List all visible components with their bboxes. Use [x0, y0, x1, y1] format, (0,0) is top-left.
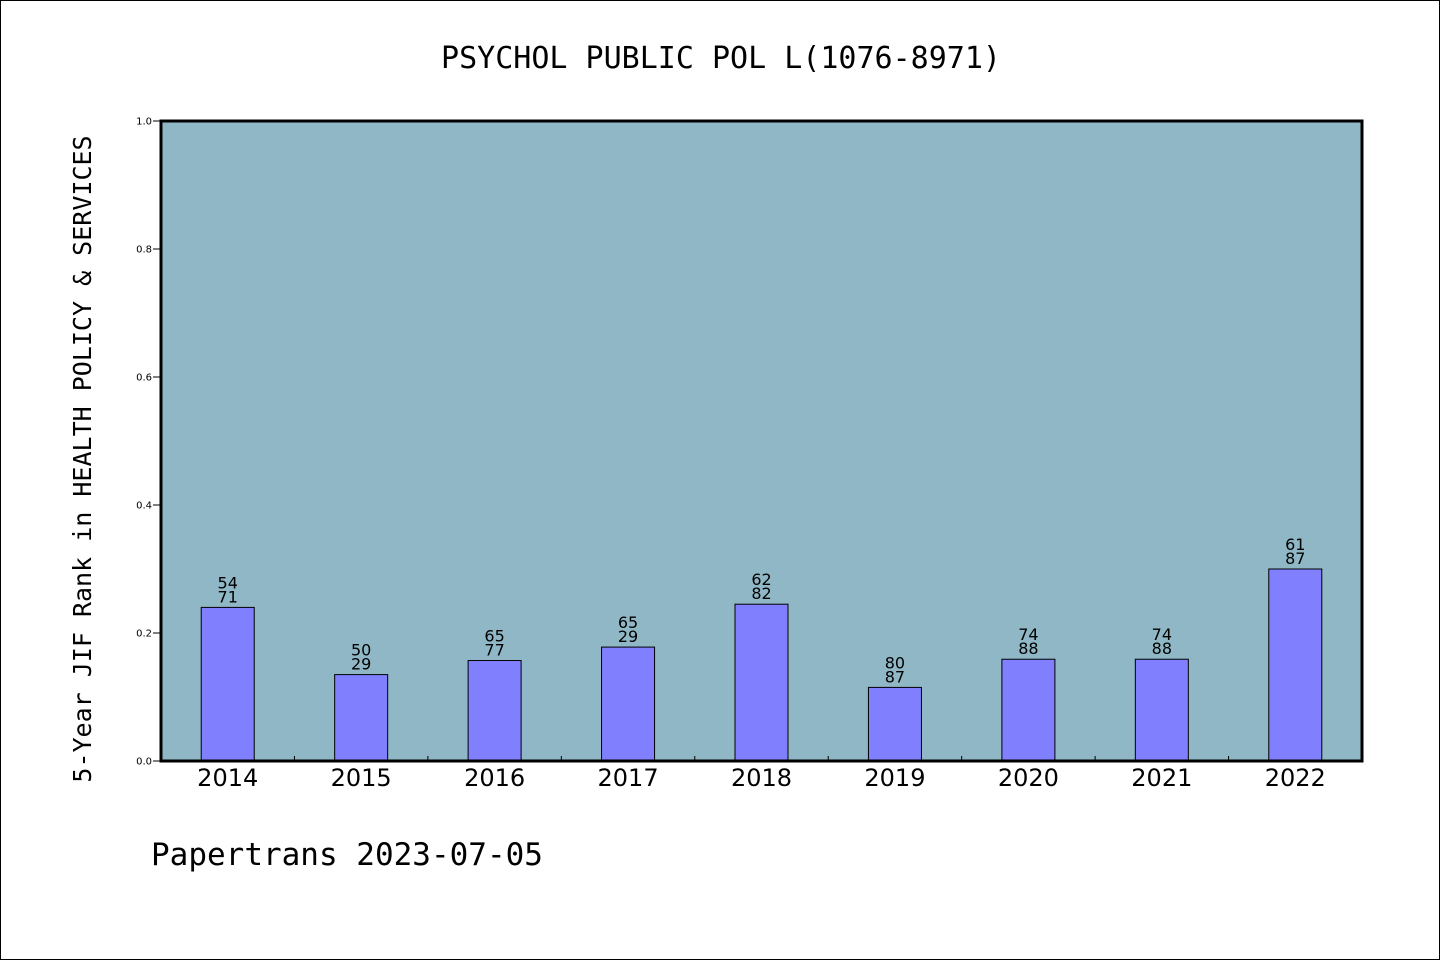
bar-2019 — [867, 686, 922, 762]
bar-label-top: 65 — [484, 627, 504, 646]
bar-label-top: 74 — [1152, 625, 1172, 644]
footer-credit: Papertrans 2023-07-05 — [151, 837, 543, 873]
x-tick-label: 2021 — [1131, 764, 1192, 792]
y-axis-ticks: 0.0 0.2 0.4 0.6 0.8 1.0 — [136, 117, 161, 768]
bar-2015 — [334, 674, 389, 762]
x-tick-label: 2015 — [331, 764, 392, 792]
chart-title: PSYCHOL PUBLIC POL L(1076-8971) — [441, 41, 1001, 76]
bar-label-top: 65 — [618, 613, 638, 632]
bar-label-bottom: 87 — [1285, 549, 1305, 568]
bar-2014 — [200, 606, 255, 762]
bar-label-bottom: 71 — [218, 587, 238, 606]
bar-2022 — [1268, 568, 1323, 762]
bar-label-top: 62 — [751, 570, 771, 589]
x-tick-label: 2016 — [464, 764, 525, 792]
bar-2017 — [601, 646, 656, 762]
bar-2021 — [1134, 658, 1189, 762]
bar-label-top: 74 — [1018, 625, 1038, 644]
x-tick-label: 2022 — [1265, 764, 1326, 792]
x-tick-label: 2019 — [864, 764, 925, 792]
bar-label-bottom: 82 — [751, 584, 771, 603]
y-tick-label: 0.6 — [136, 373, 152, 384]
bar-label-top: 61 — [1285, 535, 1305, 554]
bar-2020 — [1001, 658, 1056, 762]
bar-label-top: 80 — [885, 653, 905, 672]
y-tick-label: 0.8 — [136, 245, 152, 256]
y-tick-label: 0.0 — [136, 757, 152, 768]
x-axis-ticks: 2014 2015 2016 2017 2018 2019 2020 2021 2022 — [197, 756, 1326, 792]
bar-label-top: 54 — [218, 573, 238, 592]
y-tick-label: 0.4 — [136, 501, 152, 512]
x-tick-label: 2018 — [731, 764, 792, 792]
x-tick-label: 2014 — [197, 764, 258, 792]
bar-label-top: 50 — [351, 641, 371, 660]
plot-frame — [159, 119, 1364, 763]
bar-label-bottom: 87 — [885, 667, 905, 686]
y-tick-label: 0.2 — [136, 629, 152, 640]
bar-label-bottom: 29 — [618, 627, 638, 646]
x-tick-label: 2020 — [998, 764, 1059, 792]
y-tick-label: 1.0 — [136, 117, 152, 128]
y-axis-label: 5-Year JIF Rank in HEALTH POLICY & SERVI… — [68, 135, 97, 782]
bar-label-bottom: 88 — [1018, 639, 1038, 658]
bar-label-bottom: 88 — [1152, 639, 1172, 658]
x-tick-label: 2017 — [598, 764, 659, 792]
bar-2016 — [467, 660, 522, 762]
bars — [200, 568, 1323, 762]
bar-label-bottom: 29 — [351, 655, 371, 674]
bar-label-bottom: 77 — [484, 641, 504, 660]
bar-2018 — [734, 603, 789, 762]
